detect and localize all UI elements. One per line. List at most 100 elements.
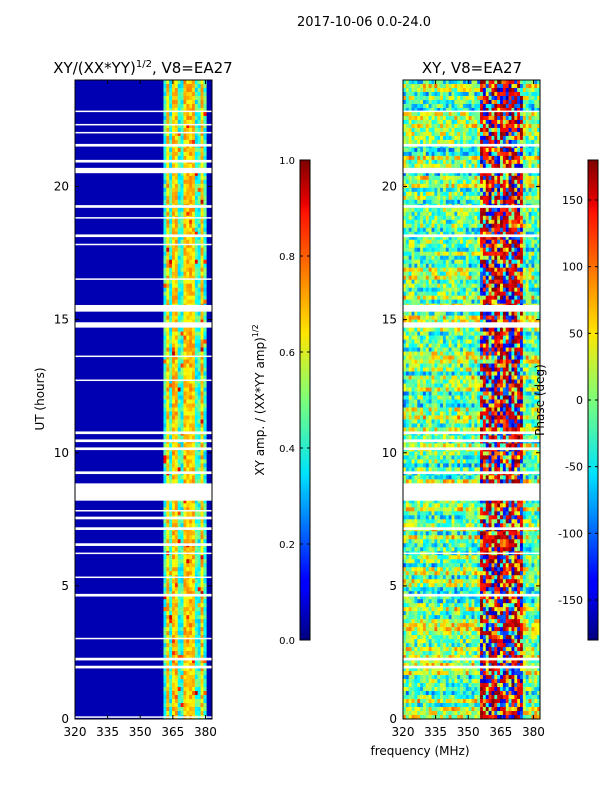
amplitude-cell bbox=[186, 567, 190, 572]
phase-cell bbox=[448, 127, 452, 133]
phase-cell bbox=[462, 187, 467, 193]
phase-cell bbox=[460, 283, 464, 288]
phase-cell bbox=[497, 199, 501, 205]
phase-cell bbox=[440, 183, 444, 189]
amplitude-cell bbox=[177, 311, 181, 316]
amplitude-cell bbox=[183, 607, 187, 612]
phase-cell bbox=[494, 119, 498, 125]
amplitude-cell bbox=[163, 651, 167, 656]
phase-cell bbox=[414, 131, 418, 137]
amplitude-cell bbox=[180, 635, 184, 640]
amplitude-cell bbox=[186, 119, 190, 125]
phase-cell bbox=[465, 267, 469, 272]
phase-cell bbox=[482, 211, 487, 217]
phase-cell bbox=[525, 243, 529, 249]
amplitude-cell bbox=[172, 655, 176, 660]
phase-cell bbox=[414, 83, 418, 89]
phase-cell bbox=[500, 139, 504, 145]
phase-cell bbox=[420, 175, 424, 181]
amplitude-flagged-row bbox=[75, 355, 212, 358]
phase-cell bbox=[462, 80, 467, 85]
amplitude-cell bbox=[174, 191, 179, 197]
phase-cell bbox=[517, 271, 521, 276]
phase-cell bbox=[471, 271, 475, 276]
phase-cell bbox=[480, 195, 484, 201]
phase-cell bbox=[525, 279, 529, 284]
phase-cell bbox=[454, 171, 458, 177]
phase-cell bbox=[502, 80, 507, 85]
amplitude-cell bbox=[194, 95, 199, 101]
phase-cell bbox=[422, 247, 427, 253]
phase-cell bbox=[434, 91, 438, 97]
amplitude-cell bbox=[169, 223, 173, 229]
amplitude-cell bbox=[180, 571, 184, 576]
phase-cell bbox=[468, 91, 472, 97]
amplitude-cell bbox=[180, 123, 184, 129]
amplitude-cell bbox=[166, 283, 170, 288]
amplitude-cell bbox=[177, 587, 181, 592]
amplitude-cell bbox=[200, 707, 204, 712]
phase-cell bbox=[485, 275, 489, 280]
phase-cell bbox=[414, 111, 418, 117]
amplitude-cell bbox=[177, 207, 181, 213]
phase-cell bbox=[405, 195, 410, 201]
amplitude-cell bbox=[197, 711, 201, 716]
amplitude-cell bbox=[203, 115, 207, 121]
phase-cell bbox=[528, 151, 532, 157]
phase-cell bbox=[403, 111, 407, 117]
phase-cell bbox=[422, 171, 427, 177]
phase-cell bbox=[525, 115, 529, 121]
phase-cell bbox=[468, 159, 472, 165]
phase-cell bbox=[405, 115, 410, 121]
phase-cell bbox=[497, 283, 501, 288]
phase-cell bbox=[457, 251, 461, 257]
phase-cell bbox=[500, 219, 504, 225]
phase-cell bbox=[505, 111, 509, 117]
amplitude-cell bbox=[177, 275, 181, 280]
phase-cell bbox=[462, 191, 467, 197]
phase-cell bbox=[403, 135, 407, 141]
amplitude-cell bbox=[183, 195, 187, 201]
phase-cell bbox=[511, 211, 515, 217]
phase-cell bbox=[405, 131, 410, 137]
amplitude-cell bbox=[189, 211, 193, 217]
amplitude-cell bbox=[186, 419, 190, 424]
amplitude-cell bbox=[183, 671, 187, 676]
phase-cell bbox=[457, 171, 461, 177]
phase-cell bbox=[500, 259, 504, 265]
phase-cell bbox=[417, 267, 421, 272]
amplitude-cell bbox=[172, 699, 176, 704]
phase-cell bbox=[422, 123, 427, 129]
phase-cell bbox=[482, 127, 487, 133]
phase-cell bbox=[525, 263, 529, 269]
amplitude-cell bbox=[192, 263, 196, 269]
phase-cell bbox=[474, 263, 478, 269]
phase-cell bbox=[442, 131, 447, 137]
amplitude-cell bbox=[183, 579, 187, 584]
phase-cell bbox=[505, 83, 509, 89]
amplitude-cell bbox=[166, 595, 170, 600]
phase-cell bbox=[497, 107, 501, 113]
phase-cell bbox=[525, 147, 529, 153]
amplitude-cell bbox=[169, 335, 173, 340]
amplitude-cell bbox=[183, 247, 187, 253]
amplitude-x-tick-label: 320 bbox=[64, 725, 87, 739]
amplitude-cell bbox=[183, 503, 187, 508]
amplitude-cell bbox=[194, 683, 199, 688]
phase-cell bbox=[417, 155, 421, 161]
phase-cell bbox=[497, 227, 501, 233]
phase-cell bbox=[497, 159, 501, 165]
phase-cell bbox=[422, 95, 427, 101]
amplitude-cell bbox=[166, 139, 170, 145]
phase-cell bbox=[434, 219, 438, 225]
phase-cell bbox=[428, 251, 432, 257]
phase-cell bbox=[485, 103, 489, 109]
amplitude-cell bbox=[169, 359, 173, 364]
amplitude-cell bbox=[163, 327, 167, 332]
amplitude-cell bbox=[192, 319, 196, 324]
amplitude-cell bbox=[163, 259, 167, 265]
amplitude-cell bbox=[194, 523, 199, 528]
phase-cell bbox=[422, 195, 427, 201]
phase-cell bbox=[471, 195, 475, 201]
phase-cell bbox=[485, 95, 489, 101]
